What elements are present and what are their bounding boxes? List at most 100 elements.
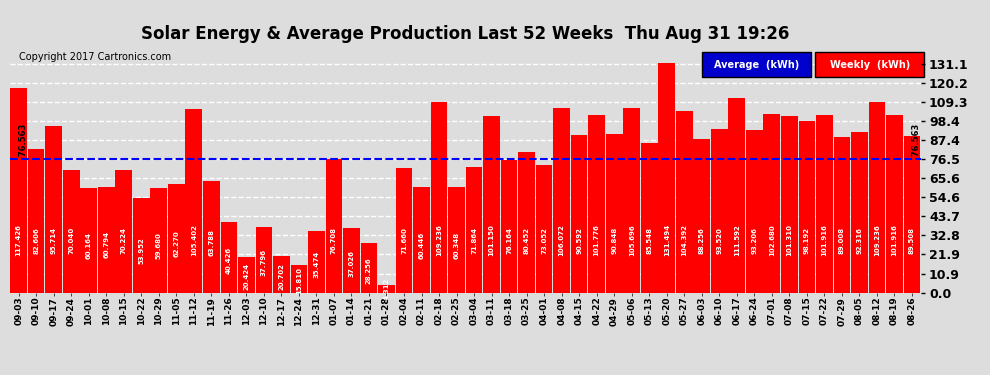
Text: 92.316: 92.316 <box>856 227 862 254</box>
Text: 71.864: 71.864 <box>471 226 477 254</box>
Text: 90.592: 90.592 <box>576 227 582 254</box>
Text: 15.810: 15.810 <box>296 267 302 294</box>
Bar <box>868 102 885 292</box>
Text: 37.796: 37.796 <box>261 249 267 276</box>
Text: 80.452: 80.452 <box>524 227 530 254</box>
Text: 60.348: 60.348 <box>453 232 459 259</box>
Bar <box>413 187 430 292</box>
Text: 4.312: 4.312 <box>383 278 389 300</box>
Bar <box>448 188 465 292</box>
Text: Average  (kWh): Average (kWh) <box>714 60 799 70</box>
Text: 76.563: 76.563 <box>19 124 28 159</box>
Bar <box>255 226 272 292</box>
Bar <box>203 182 220 292</box>
Text: 59.680: 59.680 <box>155 232 161 259</box>
Text: 71.660: 71.660 <box>401 227 407 254</box>
Bar <box>238 257 254 292</box>
Text: 63.788: 63.788 <box>208 229 214 256</box>
Bar <box>763 114 780 292</box>
Bar <box>886 115 903 292</box>
Text: 70.224: 70.224 <box>121 227 127 254</box>
Text: 76.708: 76.708 <box>331 227 337 254</box>
Bar <box>676 111 693 292</box>
Bar <box>98 186 115 292</box>
Text: 101.776: 101.776 <box>594 224 600 256</box>
Text: 89.508: 89.508 <box>909 227 915 254</box>
Bar <box>799 122 815 292</box>
Bar <box>133 198 149 292</box>
Bar <box>273 256 290 292</box>
Text: 20.424: 20.424 <box>244 263 249 290</box>
Text: 105.402: 105.402 <box>191 224 197 256</box>
Bar <box>465 167 482 292</box>
Text: 35.474: 35.474 <box>314 251 320 278</box>
Bar <box>571 135 587 292</box>
Bar <box>344 228 359 292</box>
Bar <box>624 108 640 292</box>
Bar <box>116 170 132 292</box>
Bar <box>185 109 202 292</box>
Bar <box>150 189 167 292</box>
Text: 102.680: 102.680 <box>769 224 775 256</box>
Text: 111.592: 111.592 <box>734 224 740 256</box>
Text: 53.952: 53.952 <box>139 237 145 264</box>
Text: 73.052: 73.052 <box>542 227 547 254</box>
Text: 60.794: 60.794 <box>103 231 109 258</box>
Bar <box>729 98 745 292</box>
Text: 60.164: 60.164 <box>86 232 92 259</box>
Text: 76.164: 76.164 <box>506 227 512 254</box>
Text: 82.606: 82.606 <box>34 227 40 254</box>
Text: 101.916: 101.916 <box>822 224 828 256</box>
Bar <box>834 137 850 292</box>
Bar <box>606 134 623 292</box>
Text: 40.426: 40.426 <box>226 247 232 274</box>
Text: 90.848: 90.848 <box>611 226 617 254</box>
Text: Copyright 2017 Cartronics.com: Copyright 2017 Cartronics.com <box>19 53 171 62</box>
FancyBboxPatch shape <box>815 53 925 77</box>
Bar <box>519 152 535 292</box>
Text: 37.026: 37.026 <box>348 250 354 277</box>
Bar <box>536 165 552 292</box>
Text: 76.563: 76.563 <box>912 124 921 159</box>
Bar <box>63 170 79 292</box>
FancyBboxPatch shape <box>702 53 812 77</box>
Text: 70.040: 70.040 <box>68 226 74 254</box>
Bar <box>711 129 728 292</box>
Bar <box>10 88 27 292</box>
Bar <box>28 148 45 292</box>
Text: 101.150: 101.150 <box>489 224 495 256</box>
Text: 105.696: 105.696 <box>629 224 635 256</box>
Bar <box>378 285 395 292</box>
Bar <box>781 116 798 292</box>
Bar <box>360 243 377 292</box>
Text: 106.072: 106.072 <box>558 224 564 256</box>
Text: 131.494: 131.494 <box>663 224 669 256</box>
Text: 104.392: 104.392 <box>681 224 687 256</box>
Text: 62.270: 62.270 <box>173 230 179 257</box>
Text: 89.008: 89.008 <box>839 226 844 254</box>
Text: 101.310: 101.310 <box>786 224 792 256</box>
Title: Solar Energy & Average Production Last 52 Weeks  Thu Aug 31 19:26: Solar Energy & Average Production Last 5… <box>142 26 789 44</box>
Bar <box>851 132 867 292</box>
Bar <box>80 188 97 292</box>
Text: 28.256: 28.256 <box>366 257 372 284</box>
Bar <box>658 63 675 292</box>
Bar <box>641 143 657 292</box>
Text: 60.446: 60.446 <box>419 231 425 259</box>
Text: 93.520: 93.520 <box>717 227 723 254</box>
Bar <box>431 102 447 292</box>
Text: 109.236: 109.236 <box>874 224 880 256</box>
Bar <box>396 168 412 292</box>
Bar <box>693 139 710 292</box>
Text: 95.714: 95.714 <box>50 226 56 254</box>
Bar <box>816 115 833 292</box>
Text: 98.192: 98.192 <box>804 227 810 254</box>
Bar <box>326 159 343 292</box>
Bar <box>46 126 62 292</box>
Bar <box>588 115 605 292</box>
Text: 93.206: 93.206 <box>751 227 757 254</box>
Bar <box>308 231 325 292</box>
Text: Weekly  (kWh): Weekly (kWh) <box>830 60 910 70</box>
Bar <box>904 136 921 292</box>
Bar <box>553 108 570 292</box>
